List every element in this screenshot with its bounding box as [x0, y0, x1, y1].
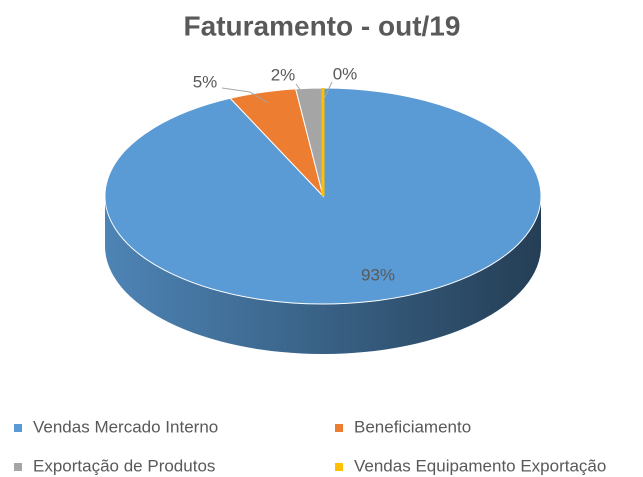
legend-label: Vendas Mercado Interno [33, 417, 218, 436]
legend-label: Beneficiamento [354, 417, 471, 436]
data-label: 5% [193, 72, 218, 91]
leader-line [323, 81, 333, 100]
leader-line [295, 83, 309, 102]
legend-swatch [14, 463, 22, 471]
chart-title: Faturamento - out/19 [184, 10, 461, 41]
data-label: 2% [271, 65, 296, 84]
legend-label: Exportação de Produtos [33, 456, 215, 475]
data-label: 93% [361, 265, 395, 284]
legend-swatch [14, 424, 22, 432]
leader-line [221, 87, 269, 104]
data-label: 0% [333, 64, 358, 83]
legend-swatch [335, 463, 343, 471]
legend-label: Vendas Equipamento Exportação [354, 456, 606, 475]
legend-swatch [335, 424, 343, 432]
side-shade [105, 196, 541, 354]
